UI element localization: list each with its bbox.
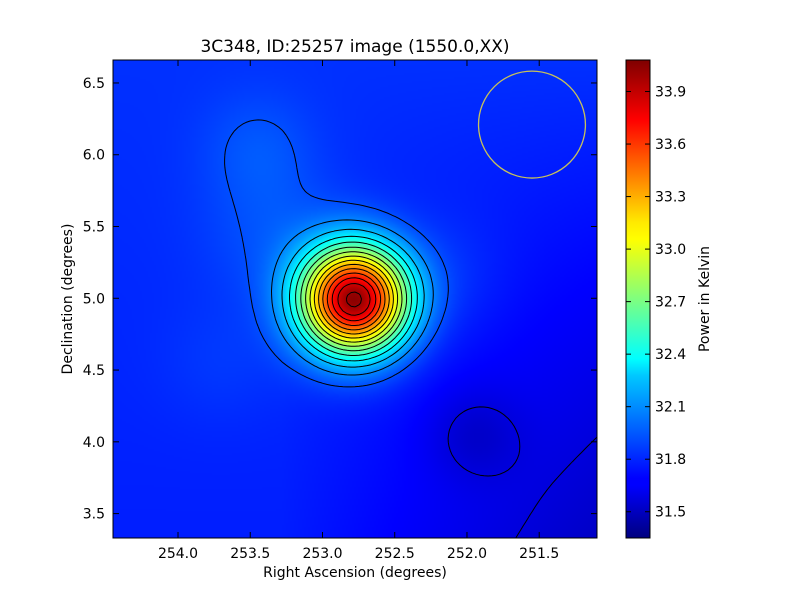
contour-line — [289, 235, 418, 362]
chart-title: 3C348, ID:25257 image (1550.0,XX) — [200, 37, 509, 57]
y-tick-label: 5.0 — [83, 291, 105, 307]
beam-circle — [477, 70, 587, 179]
y-tick-label: 6.0 — [83, 148, 105, 164]
contour-line — [326, 272, 382, 326]
colorbar-ticks: 31.5 31.8 32.1 32.4 32.7 33.0 33.3 33.6 33.9 — [626, 85, 686, 521]
contour-line — [281, 228, 425, 368]
contour-line — [295, 241, 413, 356]
y-axis-label: Declination (degrees) — [60, 224, 76, 375]
contour-line — [322, 268, 386, 331]
colorbar-tick-label: 33.3 — [655, 190, 686, 206]
contour-lines — [224, 119, 598, 539]
heatmap-image — [113, 60, 597, 538]
plot-frame — [112, 59, 598, 539]
colorbar: 31.5 31.8 32.1 32.4 32.7 33.0 33.3 33.6 33.9 Pow… — [625, 59, 713, 539]
x-tick-label: 253.5 — [230, 546, 270, 562]
x-tick-label: 254.0 — [158, 546, 198, 562]
contour-line — [345, 291, 362, 308]
colorbar-tick-label: 32.4 — [655, 347, 686, 363]
y-tick-label: 6.5 — [83, 76, 105, 92]
contour-line — [305, 251, 403, 347]
plot-area — [112, 59, 598, 539]
contour-line — [224, 119, 449, 388]
colorbar-tick-label: 33.6 — [655, 137, 686, 153]
x-tick-label: 252.5 — [375, 546, 415, 562]
y-tick-label: 4.5 — [83, 363, 105, 379]
y-tick-label: 3.5 — [83, 507, 105, 523]
contour-line — [331, 277, 377, 322]
x-axis: 254.0 253.5 253.0 252.5 252.0 251.5 — [158, 60, 559, 562]
colorbar-tick-label: 31.8 — [655, 452, 686, 468]
x-tick-label: 253.0 — [302, 546, 342, 562]
contour-line — [337, 283, 371, 316]
x-tick-label: 251.5 — [519, 546, 559, 562]
contour-line — [318, 263, 390, 335]
contour-line — [309, 255, 399, 343]
colorbar-label: Power in Kelvin — [697, 246, 713, 352]
colorbar-tick-label: 32.7 — [655, 295, 686, 311]
contour-line — [300, 246, 408, 352]
x-tick-label: 252.0 — [447, 546, 487, 562]
y-tick-label: 5.5 — [83, 220, 105, 236]
y-axis: 3.5 4.0 4.5 5.0 5.5 6.0 6.5 — [83, 76, 597, 523]
colorbar-tick-label: 33.9 — [655, 85, 686, 101]
colorbar-tick-label: 31.5 — [655, 505, 686, 521]
colorbar-gradient — [625, 59, 651, 539]
colorbar-tick-label: 32.1 — [655, 400, 686, 416]
x-axis-label: Right Ascension (degrees) — [263, 565, 447, 581]
y-tick-label: 4.0 — [83, 435, 105, 451]
contour-line — [271, 219, 434, 376]
colorbar-tick-label: 33.0 — [655, 242, 686, 258]
contour-line — [313, 259, 394, 339]
